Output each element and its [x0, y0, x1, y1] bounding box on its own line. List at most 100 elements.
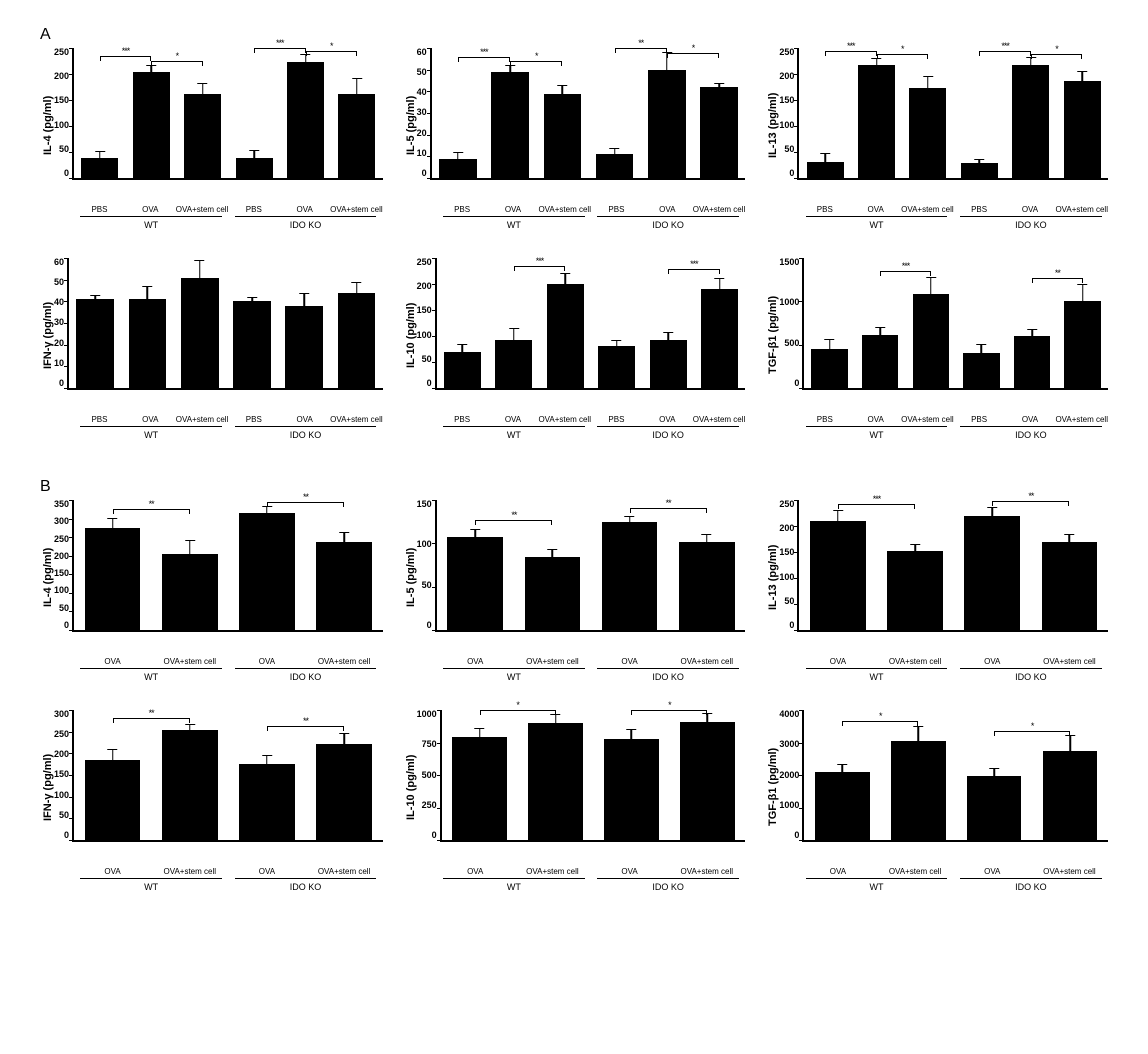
y-tick: 250	[779, 48, 794, 57]
bar-wrap	[174, 258, 226, 388]
y-tick: 60	[417, 48, 427, 57]
y-tick: 100	[417, 331, 432, 340]
y-tick: 250	[417, 258, 432, 267]
significance-bracket: ***	[668, 269, 719, 271]
bar	[452, 737, 507, 840]
bar-wrap	[151, 710, 228, 840]
x-tick-label: OVA	[591, 654, 668, 666]
chart: IFN-γ (pg/ml)300250200150100500****OVAOV…	[40, 710, 383, 910]
bar-wrap	[1057, 48, 1108, 178]
y-axis: 250200150100500	[779, 48, 797, 178]
bar-wrap	[278, 258, 330, 388]
plot-area: ********	[72, 48, 383, 180]
plot-area: *****	[797, 500, 1108, 632]
x-tick-label: PBS	[591, 412, 642, 424]
bar-wrap	[74, 48, 125, 178]
y-axis-label: IL-4 (pg/ml)	[40, 500, 54, 654]
bar	[525, 557, 581, 630]
x-groups: WTIDO KO	[437, 214, 746, 230]
significance-bracket: *	[842, 721, 918, 723]
y-tick: 0	[794, 831, 799, 840]
bar	[810, 521, 866, 630]
x-group: WT	[437, 876, 591, 892]
significance-bracket: *	[667, 53, 719, 55]
bar-wrap	[694, 258, 745, 388]
x-tick-label: OVA	[488, 412, 539, 424]
significance-bracket: *	[480, 710, 556, 712]
x-tick-label: OVA	[850, 202, 901, 214]
significance-label: **	[303, 717, 308, 726]
y-axis: 250200150100500	[417, 258, 435, 388]
chart: IL-10 (pg/ml)250200150100500******PBSOVA…	[403, 258, 746, 458]
plot-area: *****	[802, 258, 1108, 390]
y-axis-label: IFN-γ (pg/ml)	[40, 710, 54, 864]
x-groups: WTIDO KO	[437, 876, 746, 892]
significance-bracket: *	[151, 61, 202, 63]
x-group-label: IDO KO	[954, 430, 1108, 440]
x-tick-label: OVA+stem cell	[877, 654, 954, 666]
bar	[807, 162, 844, 178]
significance-bracket: *	[631, 710, 707, 712]
x-tick-label: OVA	[125, 412, 176, 424]
bar-wrap	[484, 48, 536, 178]
x-tick-label: OVA+stem cell	[330, 412, 383, 424]
x-tick-label: OVA+stem cell	[151, 654, 228, 666]
bar-wrap	[488, 258, 539, 388]
x-axis: PBSOVAOVA+stem cellPBSOVAOVA+stem cellWT…	[799, 412, 1108, 458]
bar-wrap	[228, 500, 305, 630]
x-tick-label: OVA	[799, 654, 876, 666]
significance-label: **	[1028, 492, 1033, 501]
x-groups: WTIDO KO	[437, 424, 746, 440]
x-group-label: IDO KO	[228, 430, 382, 440]
x-tick-label: OVA+stem cell	[668, 654, 745, 666]
x-group-label: WT	[74, 882, 228, 892]
significance-bracket: *	[1031, 54, 1082, 56]
bar	[239, 764, 295, 840]
bar	[495, 340, 532, 388]
bar	[547, 284, 584, 388]
x-tick-label: OVA	[954, 654, 1031, 666]
bar	[1042, 542, 1098, 630]
x-group: WT	[74, 666, 228, 682]
significance-bracket: ***	[979, 51, 1030, 53]
y-tick: 50	[784, 145, 794, 154]
y-tick: 100	[54, 791, 69, 800]
x-group-label: WT	[437, 220, 591, 230]
x-group-label: IDO KO	[591, 220, 745, 230]
bar	[862, 335, 898, 388]
bar-wrap	[906, 258, 957, 388]
y-tick: 250	[422, 801, 437, 810]
bar	[909, 88, 946, 178]
x-groups: WTIDO KO	[799, 666, 1108, 682]
bar-wrap	[954, 48, 1005, 178]
y-tick: 0	[432, 831, 437, 840]
bar-wrap	[121, 258, 173, 388]
plot-area	[67, 258, 383, 390]
x-tick-label: OVA+stem cell	[1055, 202, 1108, 214]
bar-wrap	[954, 500, 1031, 630]
y-tick: 0	[789, 169, 794, 178]
x-tick-label: OVA+stem cell	[151, 864, 228, 876]
x-tick-label: OVA	[850, 412, 901, 424]
bar	[491, 72, 529, 178]
x-groups: WTIDO KO	[799, 876, 1108, 892]
y-tick: 3000	[779, 740, 799, 749]
y-tick: 20	[417, 129, 427, 138]
bar-wrap	[589, 48, 641, 178]
y-tick: 0	[794, 379, 799, 388]
x-axis: PBSOVAOVA+stem cellPBSOVAOVA+stem cellWT…	[74, 412, 383, 458]
significance-label: *	[901, 45, 904, 54]
x-tick-label: PBS	[954, 412, 1005, 424]
x-tick-label: OVA+stem cell	[176, 202, 229, 214]
x-tick-label: OVA	[1005, 412, 1056, 424]
x-tick-label: OVA	[74, 864, 151, 876]
significance-label: *	[176, 52, 179, 61]
x-group-label: IDO KO	[954, 882, 1108, 892]
x-group: WT	[799, 424, 953, 440]
significance-label: *	[330, 42, 333, 51]
x-group-label: IDO KO	[228, 672, 382, 682]
y-tick: 50	[784, 597, 794, 606]
y-tick: 0	[422, 169, 427, 178]
x-tick-label: OVA	[228, 654, 305, 666]
significance-bracket: **	[992, 501, 1069, 503]
